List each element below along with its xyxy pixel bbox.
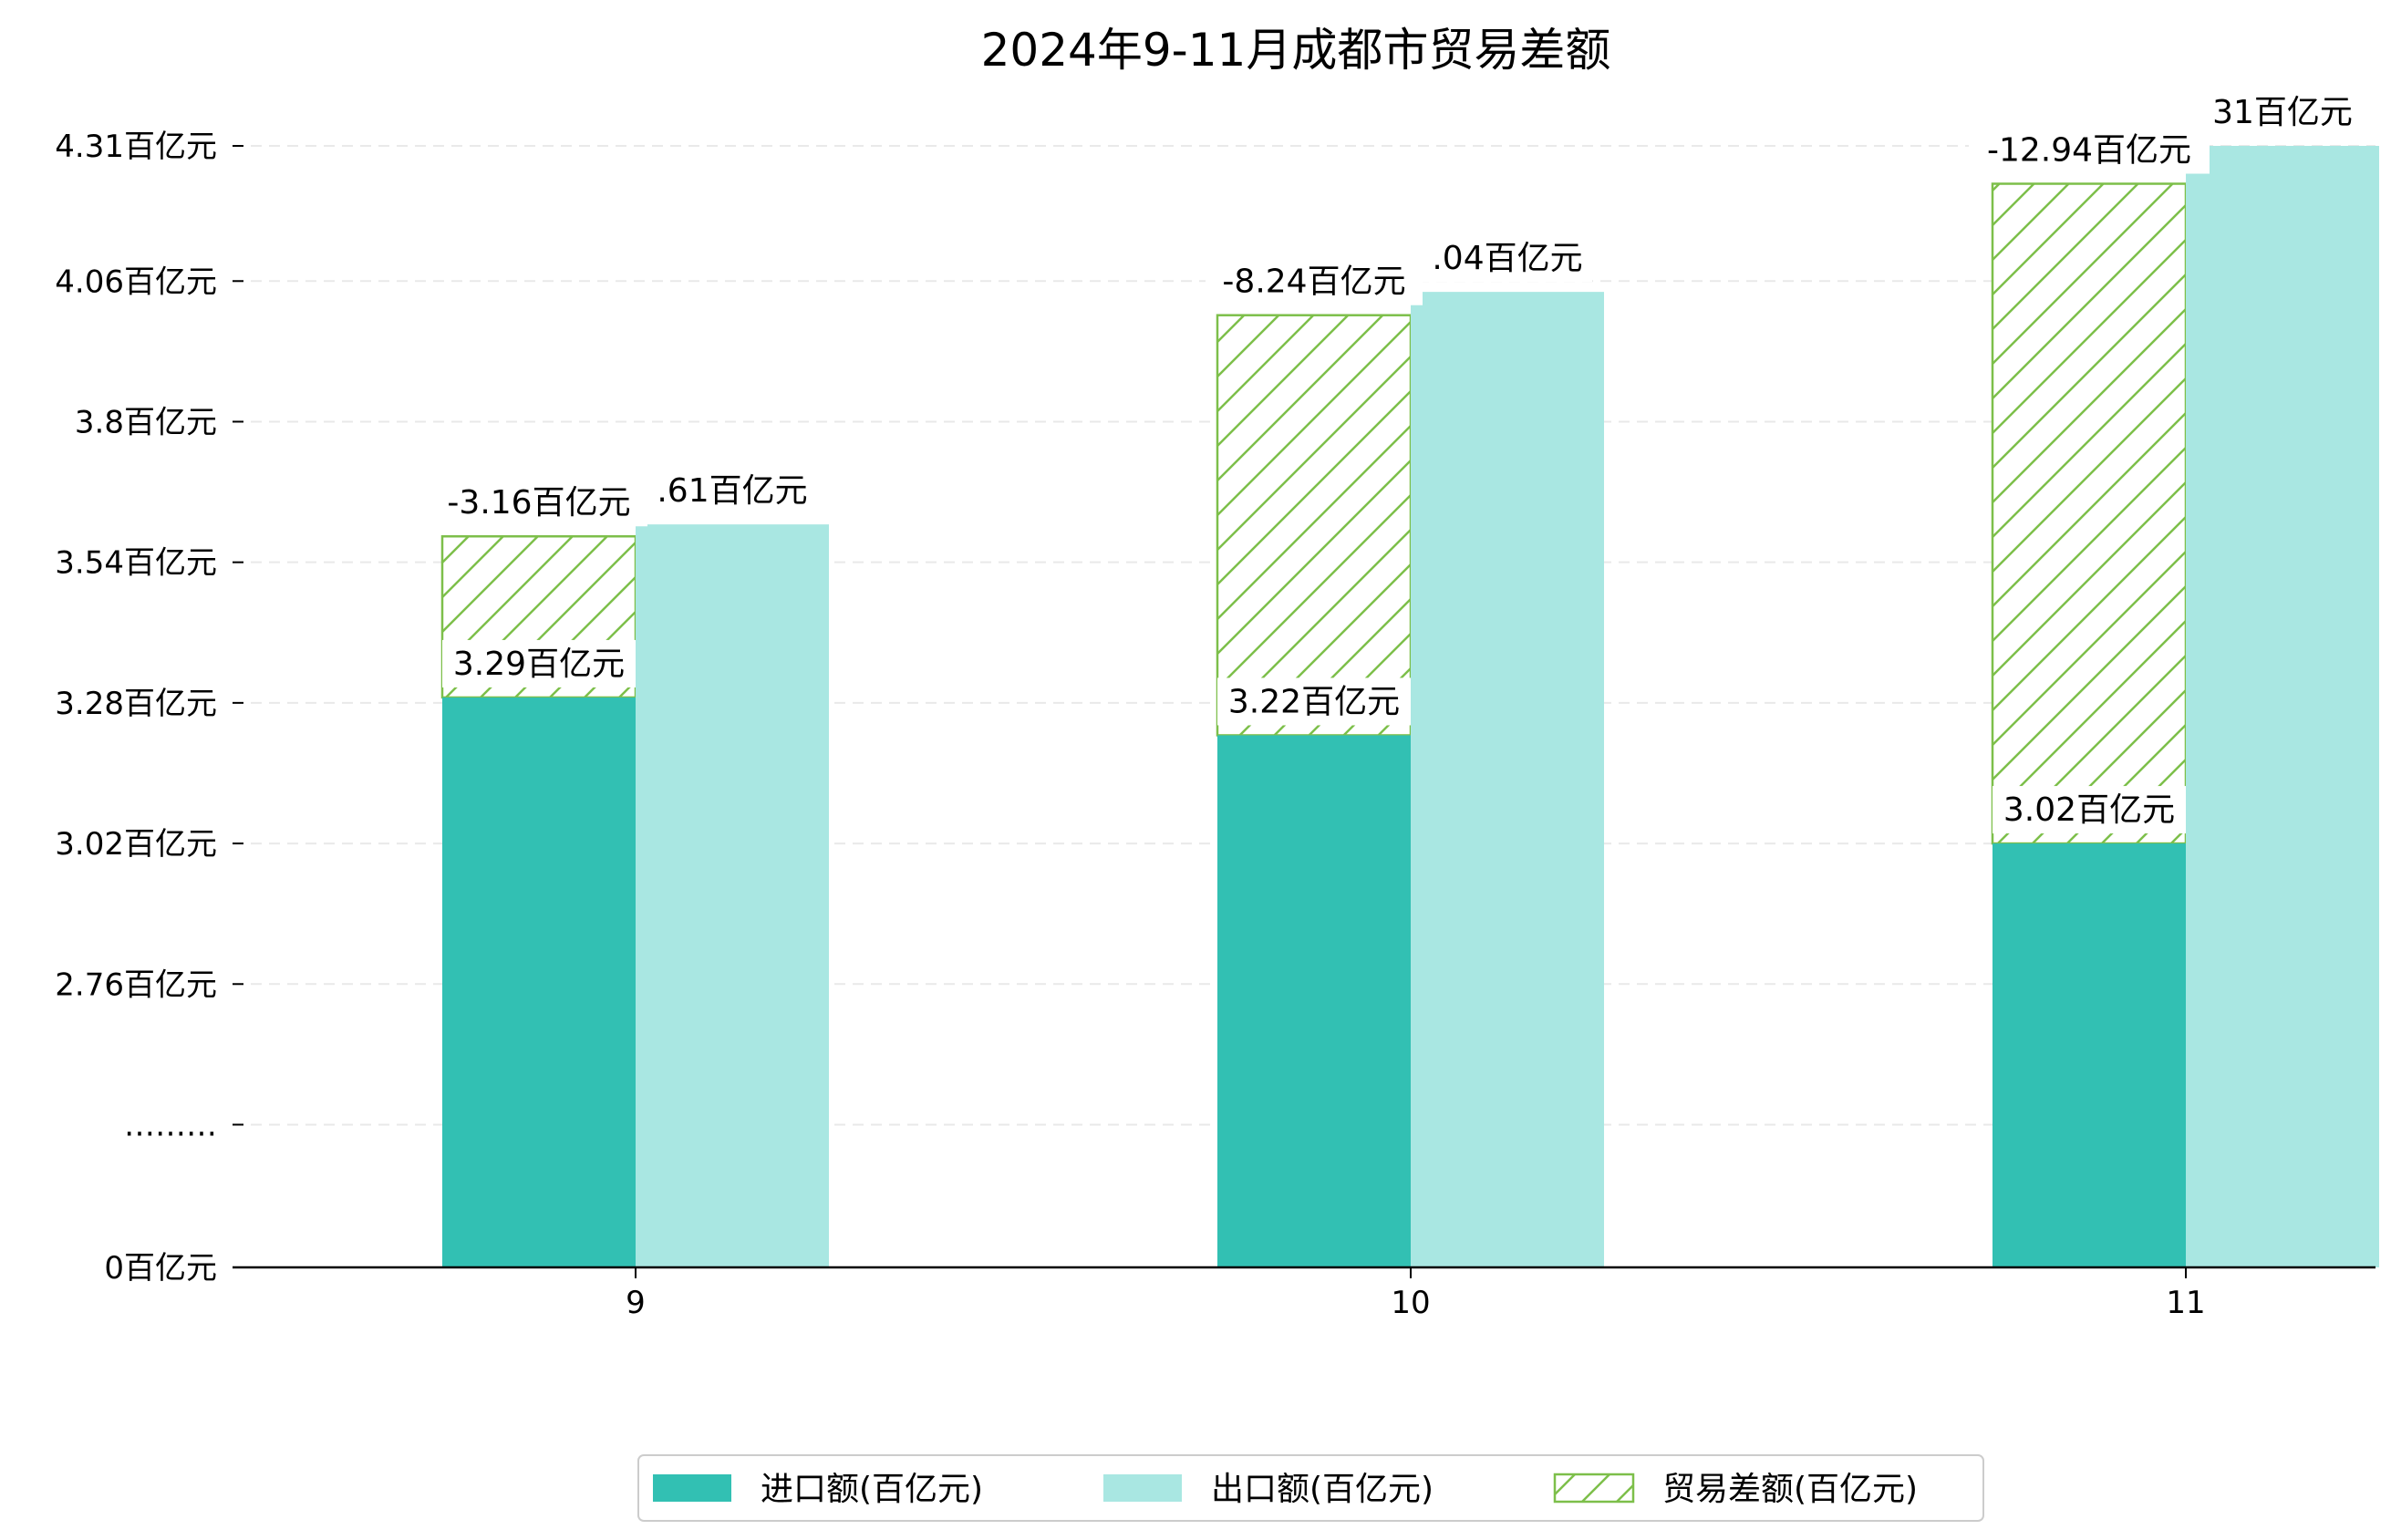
data-label-balance-10-background — [1206, 257, 1423, 305]
data-label-balance-9-background — [430, 479, 647, 527]
bar-export-9 — [636, 524, 829, 1267]
data-label-export-10: .04百亿元 — [1432, 240, 1582, 277]
y-tick-label: 4.06百亿元 — [55, 264, 217, 300]
bar-export-11 — [2186, 146, 2379, 1267]
data-label-import-11: 3.02百亿元 — [2003, 791, 2175, 829]
data-label-import-9: 3.29百亿元 — [453, 646, 625, 683]
y-tick-label: 3.54百亿元 — [55, 545, 217, 582]
y-tick-label: 3.28百亿元 — [55, 686, 217, 722]
y-tick-label: 0百亿元 — [104, 1250, 217, 1287]
x-tick-label: 9 — [626, 1285, 646, 1321]
bar-balance-10 — [1216, 314, 1413, 737]
data-label-balance-10: -8.24百亿元 — [1222, 264, 1405, 301]
y-tick-label: ……… — [124, 1107, 217, 1143]
chart-title: 2024年9-11月成都市贸易差额 — [981, 24, 1611, 77]
legend-label-3: 贸易差额(百亿元) — [1662, 1471, 1918, 1508]
y-tick-label: 2.76百亿元 — [55, 966, 217, 1003]
legend-label-1: 进口额(百亿元) — [761, 1471, 983, 1508]
data-label-import-9-background — [442, 639, 636, 687]
data-label-import-10: 3.22百亿元 — [1228, 683, 1400, 720]
legend-frame — [637, 1454, 1984, 1522]
data-label-export-11: 31百亿元 — [2212, 94, 2353, 131]
data-label-export-11-background — [2210, 88, 2355, 136]
legend-swatch-3 — [1553, 1473, 1635, 1504]
bars — [440, 146, 2379, 1268]
bar-import-10 — [1217, 735, 1411, 1267]
bar-import-11 — [1992, 843, 2186, 1267]
data-label-export-10-background — [1423, 234, 1592, 283]
y-tick-label: 3.02百亿元 — [55, 826, 217, 863]
legend: 进口额(百亿元) 出口额(百亿元) 贸易差额(百亿元) — [637, 1454, 1984, 1522]
x-tick-label: 10 — [1391, 1285, 1430, 1321]
y-tick-label: 4.31百亿元 — [55, 129, 217, 165]
data-label-balance-11-background — [1969, 126, 2210, 174]
data-label-export-9-background — [647, 467, 817, 515]
data-label-balance-9: -3.16百亿元 — [447, 484, 630, 522]
data-label-import-11-background — [1992, 786, 2186, 834]
legend-swatch-2 — [1103, 1474, 1182, 1502]
data-labels: 3.29百亿元 -3.16百亿元 .61百亿元 3.22百亿元 -8.24百亿元 .04百… — [430, 88, 2355, 834]
data-label-import-10-background — [1217, 677, 1411, 726]
legend-label-2: 出口额(百亿元) — [1211, 1471, 1434, 1508]
y-tick-label: 3.8百亿元 — [75, 404, 217, 440]
axes: 0百亿元 ……… 2.76百亿元 3.02百亿元 3.28百亿元 3.54百亿元 3.8百亿… — [55, 129, 2375, 1321]
bar-import-9 — [442, 697, 636, 1267]
data-label-export-9: .61百亿元 — [657, 472, 807, 510]
legend-swatch-1 — [653, 1474, 731, 1502]
bar-export-10 — [1411, 292, 1604, 1268]
x-tick-label: 11 — [2166, 1285, 2205, 1321]
data-label-balance-11: -12.94百亿元 — [1987, 132, 2191, 170]
bar-balance-11 — [1991, 182, 2188, 845]
